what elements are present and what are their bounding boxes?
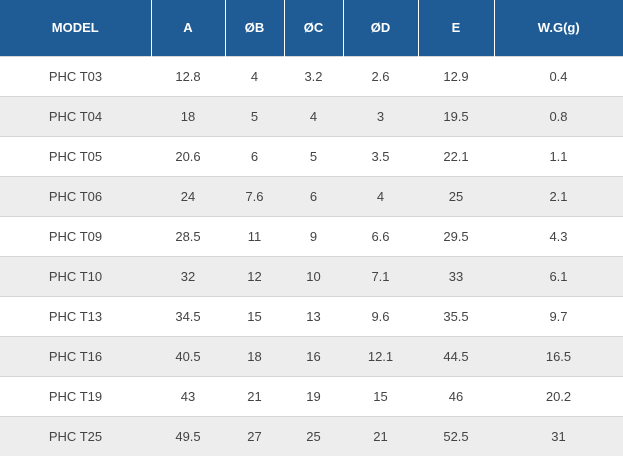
cell-d: 7.1	[343, 255, 418, 296]
table-body: PHC T03 12.8 4 3.2 2.6 12.9 0.4 PHC T04 18 5 4 3 19.…	[0, 55, 623, 456]
header-e: E	[417, 0, 494, 56]
cell-d: 4	[343, 175, 418, 216]
cell-a: 24	[151, 175, 225, 216]
cell-a: 12.8	[151, 55, 225, 96]
cell-e: 19.5	[418, 95, 494, 136]
cell-weight: 16.5	[494, 335, 623, 376]
cell-e: 46	[418, 375, 494, 416]
cell-a: 43	[151, 375, 225, 416]
cell-weight: 31	[494, 415, 623, 456]
table-row: PHC T13 34.5 15 13 9.6 35.5 9.7	[0, 295, 623, 336]
cell-model: PHC T10	[0, 255, 151, 296]
cell-model: PHC T04	[0, 95, 151, 136]
table-row: PHC T03 12.8 4 3.2 2.6 12.9 0.4	[0, 55, 623, 96]
cell-a: 40.5	[151, 335, 225, 376]
cell-b: 6	[225, 135, 284, 176]
cell-c: 16	[284, 335, 343, 376]
cell-weight: 4.3	[494, 215, 623, 256]
cell-e: 33	[418, 255, 494, 296]
header-c: ØC	[283, 0, 343, 56]
cell-model: PHC T06	[0, 175, 151, 216]
table-row: PHC T19 43 21 19 15 46 20.2	[0, 375, 623, 416]
cell-a: 28.5	[151, 215, 225, 256]
table-row: PHC T06 24 7.6 6 4 25 2.1	[0, 175, 623, 216]
cell-c: 6	[284, 175, 343, 216]
cell-weight: 6.1	[494, 255, 623, 296]
cell-d: 12.1	[343, 335, 418, 376]
cell-a: 49.5	[151, 415, 225, 456]
cell-weight: 2.1	[494, 175, 623, 216]
cell-e: 35.5	[418, 295, 494, 336]
cell-model: PHC T05	[0, 135, 151, 176]
cell-a: 18	[151, 95, 225, 136]
cell-e: 52.5	[418, 415, 494, 456]
header-a: A	[150, 0, 225, 56]
cell-weight: 1.1	[494, 135, 623, 176]
cell-e: 22.1	[418, 135, 494, 176]
cell-d: 3.5	[343, 135, 418, 176]
cell-d: 15	[343, 375, 418, 416]
cell-b: 18	[225, 335, 284, 376]
cell-b: 5	[225, 95, 284, 136]
cell-d: 2.6	[343, 55, 418, 96]
cell-b: 12	[225, 255, 284, 296]
cell-model: PHC T25	[0, 415, 151, 456]
cell-e: 25	[418, 175, 494, 216]
cell-a: 34.5	[151, 295, 225, 336]
cell-c: 19	[284, 375, 343, 416]
header-weight: W.G(g)	[493, 0, 623, 56]
table-header: MODEL A ØB ØC ØD E W.G(g)	[0, 0, 623, 56]
cell-d: 6.6	[343, 215, 418, 256]
cell-e: 29.5	[418, 215, 494, 256]
header-row: MODEL A ØB ØC ØD E W.G(g)	[0, 0, 623, 56]
cell-a: 32	[151, 255, 225, 296]
cell-weight: 9.7	[494, 295, 623, 336]
cell-b: 11	[225, 215, 284, 256]
cell-b: 21	[225, 375, 284, 416]
cell-weight: 0.8	[494, 95, 623, 136]
cell-a: 20.6	[151, 135, 225, 176]
cell-weight: 0.4	[494, 55, 623, 96]
header-model: MODEL	[0, 0, 151, 56]
table-row: PHC T25 49.5 27 25 21 52.5 31	[0, 415, 623, 456]
table-row: PHC T05 20.6 6 5 3.5 22.1 1.1	[0, 135, 623, 176]
cell-b: 27	[225, 415, 284, 456]
table-row: PHC T04 18 5 4 3 19.5 0.8	[0, 95, 623, 136]
cell-model: PHC T13	[0, 295, 151, 336]
cell-model: PHC T03	[0, 55, 151, 96]
header-b: ØB	[224, 0, 284, 56]
cell-model: PHC T19	[0, 375, 151, 416]
table-row: PHC T16 40.5 18 16 12.1 44.5 16.5	[0, 335, 623, 376]
cell-b: 15	[225, 295, 284, 336]
cell-d: 3	[343, 95, 418, 136]
cell-c: 13	[284, 295, 343, 336]
cell-c: 25	[284, 415, 343, 456]
cell-model: PHC T16	[0, 335, 151, 376]
cell-c: 3.2	[284, 55, 343, 96]
cell-c: 10	[284, 255, 343, 296]
cell-c: 9	[284, 215, 343, 256]
header-d: ØD	[342, 0, 418, 56]
cell-d: 9.6	[343, 295, 418, 336]
cell-b: 4	[225, 55, 284, 96]
cell-b: 7.6	[225, 175, 284, 216]
table-row: PHC T10 32 12 10 7.1 33 6.1	[0, 255, 623, 296]
cell-c: 5	[284, 135, 343, 176]
cell-weight: 20.2	[494, 375, 623, 416]
cell-d: 21	[343, 415, 418, 456]
cell-c: 4	[284, 95, 343, 136]
cell-e: 44.5	[418, 335, 494, 376]
cell-model: PHC T09	[0, 215, 151, 256]
table-row: PHC T09 28.5 11 9 6.6 29.5 4.3	[0, 215, 623, 256]
cell-e: 12.9	[418, 55, 494, 96]
